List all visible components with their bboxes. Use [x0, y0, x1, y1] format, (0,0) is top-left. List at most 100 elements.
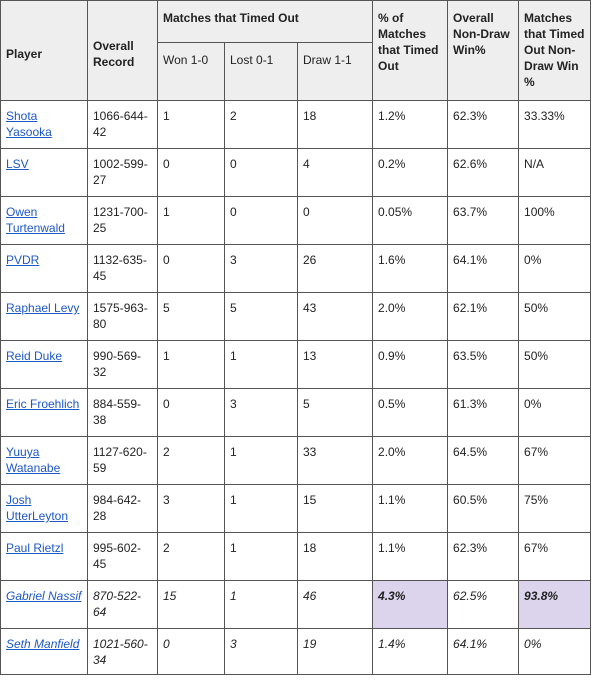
draw-cell: 18 — [296, 100, 374, 149]
table-row: Yuuya Watanabe 1127-620-59 2 1 33 2.0% 64.5% 67… — [0, 436, 591, 485]
won-cell: 3 — [157, 484, 225, 533]
timed-out-non-draw-cell: 93.8% — [518, 580, 591, 629]
overall-non-draw-cell: 63.7% — [447, 196, 520, 245]
header-timed-out-non-draw-win: Matches that Timed Out Non-Draw Win % — [518, 0, 591, 101]
timed-out-non-draw-cell: 75% — [518, 484, 591, 533]
table-row: Seth Manfield 1021-560-34 0 3 19 1.4% 64.1% 0% — [0, 628, 591, 675]
timed-out-non-draw-cell: 0% — [518, 244, 591, 293]
header-won: Won 1-0 — [157, 42, 225, 101]
draw-cell: 43 — [296, 292, 374, 341]
lost-cell: 3 — [224, 244, 298, 293]
lost-cell: 1 — [224, 340, 298, 389]
header-overall-record: Overall Record — [87, 0, 158, 101]
header-lost: Lost 0-1 — [224, 42, 298, 101]
record-cell: 990-569-32 — [87, 340, 158, 389]
player-link[interactable]: Owen Turtenwald — [6, 205, 65, 235]
table-row: Eric Froehlich 884-559-38 0 3 5 0.5% 61.3% 0% — [0, 388, 591, 437]
draw-cell: 46 — [296, 580, 374, 629]
timed-out-non-draw-cell: 50% — [518, 292, 591, 341]
overall-non-draw-cell: 62.5% — [447, 580, 520, 629]
won-cell: 0 — [157, 244, 225, 293]
won-cell: 0 — [157, 628, 225, 675]
player-cell: Reid Duke — [0, 340, 88, 389]
won-cell: 0 — [157, 148, 225, 197]
lost-cell: 2 — [224, 100, 298, 149]
record-cell: 1002-599-27 — [87, 148, 158, 197]
player-cell: Raphael Levy — [0, 292, 88, 341]
record-cell: 1021-560-34 — [87, 628, 158, 675]
pct-timed-out-cell: 2.0% — [372, 436, 449, 485]
player-link[interactable]: Reid Duke — [6, 349, 63, 363]
lost-cell: 0 — [224, 148, 298, 197]
pct-timed-out-cell: 1.6% — [372, 244, 449, 293]
won-cell: 15 — [157, 580, 225, 629]
header-overall-non-draw-win: Overall Non-Draw Win% — [447, 0, 520, 101]
won-cell: 1 — [157, 100, 225, 149]
won-cell: 2 — [157, 436, 225, 485]
timed-out-non-draw-cell: 67% — [518, 532, 591, 581]
lost-cell: 1 — [224, 580, 298, 629]
player-cell: Paul Rietzl — [0, 532, 88, 581]
player-link[interactable]: Raphael Levy — [6, 301, 80, 315]
table-row: Shota Yasooka 1066-644-42 1 2 18 1.2% 62.3% 33.… — [0, 100, 591, 149]
pct-timed-out-cell: 1.1% — [372, 484, 449, 533]
player-cell: PVDR — [0, 244, 88, 293]
table-row: Josh UtterLeyton 984-642-28 3 1 15 1.1% 60.5% 7… — [0, 484, 591, 533]
overall-non-draw-cell: 62.6% — [447, 148, 520, 197]
header-matches-timed-out: Matches that Timed Out — [156, 0, 374, 43]
draw-cell: 4 — [296, 148, 374, 197]
won-cell: 5 — [157, 292, 225, 341]
table-row: PVDR 1132-635-45 0 3 26 1.6% 64.1% 0% — [0, 244, 591, 293]
table-row: Reid Duke 990-569-32 1 1 13 0.9% 63.5% 50% — [0, 340, 591, 389]
pct-timed-out-cell: 1.4% — [372, 628, 449, 675]
player-link[interactable]: Paul Rietzl — [6, 541, 64, 555]
header-pct-timed-out: % of Matches that Timed Out — [372, 0, 449, 101]
player-link[interactable]: Seth Manfield — [6, 637, 80, 651]
overall-non-draw-cell: 62.3% — [447, 100, 520, 149]
player-cell: LSV — [0, 148, 88, 197]
won-cell: 0 — [157, 388, 225, 437]
lost-cell: 5 — [224, 292, 298, 341]
overall-non-draw-cell: 64.5% — [447, 436, 520, 485]
player-link[interactable]: PVDR — [6, 253, 40, 267]
lost-cell: 3 — [224, 628, 298, 675]
won-cell: 1 — [157, 196, 225, 245]
draw-cell: 26 — [296, 244, 374, 293]
overall-non-draw-cell: 60.5% — [447, 484, 520, 533]
record-cell: 1575-963-80 — [87, 292, 158, 341]
timed-out-non-draw-cell: 0% — [518, 388, 591, 437]
pct-timed-out-cell: 0.05% — [372, 196, 449, 245]
draw-cell: 5 — [296, 388, 374, 437]
timed-out-non-draw-cell: N/A — [518, 148, 591, 197]
pct-timed-out-cell: 2.0% — [372, 292, 449, 341]
lost-cell: 1 — [224, 484, 298, 533]
player-cell: Seth Manfield — [0, 628, 88, 675]
player-link[interactable]: LSV — [6, 157, 29, 171]
timed-out-non-draw-cell: 33.33% — [518, 100, 591, 149]
won-cell: 1 — [157, 340, 225, 389]
overall-non-draw-cell: 62.1% — [447, 292, 520, 341]
player-link[interactable]: Gabriel Nassif — [6, 589, 82, 603]
player-cell: Josh UtterLeyton — [0, 484, 88, 533]
player-link[interactable]: Josh UtterLeyton — [6, 493, 69, 523]
draw-cell: 19 — [296, 628, 374, 675]
pct-timed-out-cell: 1.2% — [372, 100, 449, 149]
player-cell: Shota Yasooka — [0, 100, 88, 149]
player-link[interactable]: Eric Froehlich — [6, 397, 80, 411]
record-cell: 884-559-38 — [87, 388, 158, 437]
pct-timed-out-cell: 0.9% — [372, 340, 449, 389]
player-link[interactable]: Yuuya Watanabe — [6, 445, 61, 475]
pct-timed-out-cell: 1.1% — [372, 532, 449, 581]
pct-timed-out-cell: 0.5% — [372, 388, 449, 437]
lost-cell: 3 — [224, 388, 298, 437]
record-cell: 1066-644-42 — [87, 100, 158, 149]
record-cell: 1231-700-25 — [87, 196, 158, 245]
draw-cell: 33 — [296, 436, 374, 485]
lost-cell: 0 — [224, 196, 298, 245]
player-link[interactable]: Shota Yasooka — [6, 109, 52, 139]
table-row: Owen Turtenwald 1231-700-25 1 0 0 0.05% 63.7% 1… — [0, 196, 591, 245]
timed-out-non-draw-cell: 50% — [518, 340, 591, 389]
table-row: Raphael Levy 1575-963-80 5 5 43 2.0% 62.1% 50% — [0, 292, 591, 341]
overall-non-draw-cell: 64.1% — [447, 244, 520, 293]
